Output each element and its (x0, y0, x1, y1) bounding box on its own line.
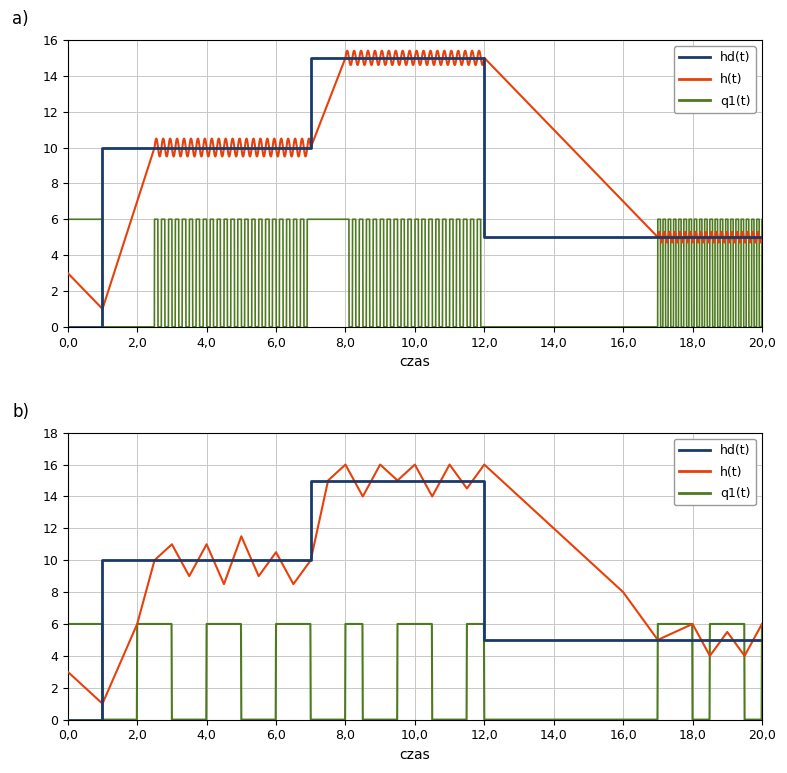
Text: b): b) (13, 404, 29, 421)
Legend: hd(t), h(t), q1(t): hd(t), h(t), q1(t) (674, 46, 756, 113)
Text: a): a) (13, 11, 29, 29)
X-axis label: czas: czas (400, 748, 430, 762)
X-axis label: czas: czas (400, 355, 430, 369)
Legend: hd(t), h(t), q1(t): hd(t), h(t), q1(t) (674, 439, 756, 506)
